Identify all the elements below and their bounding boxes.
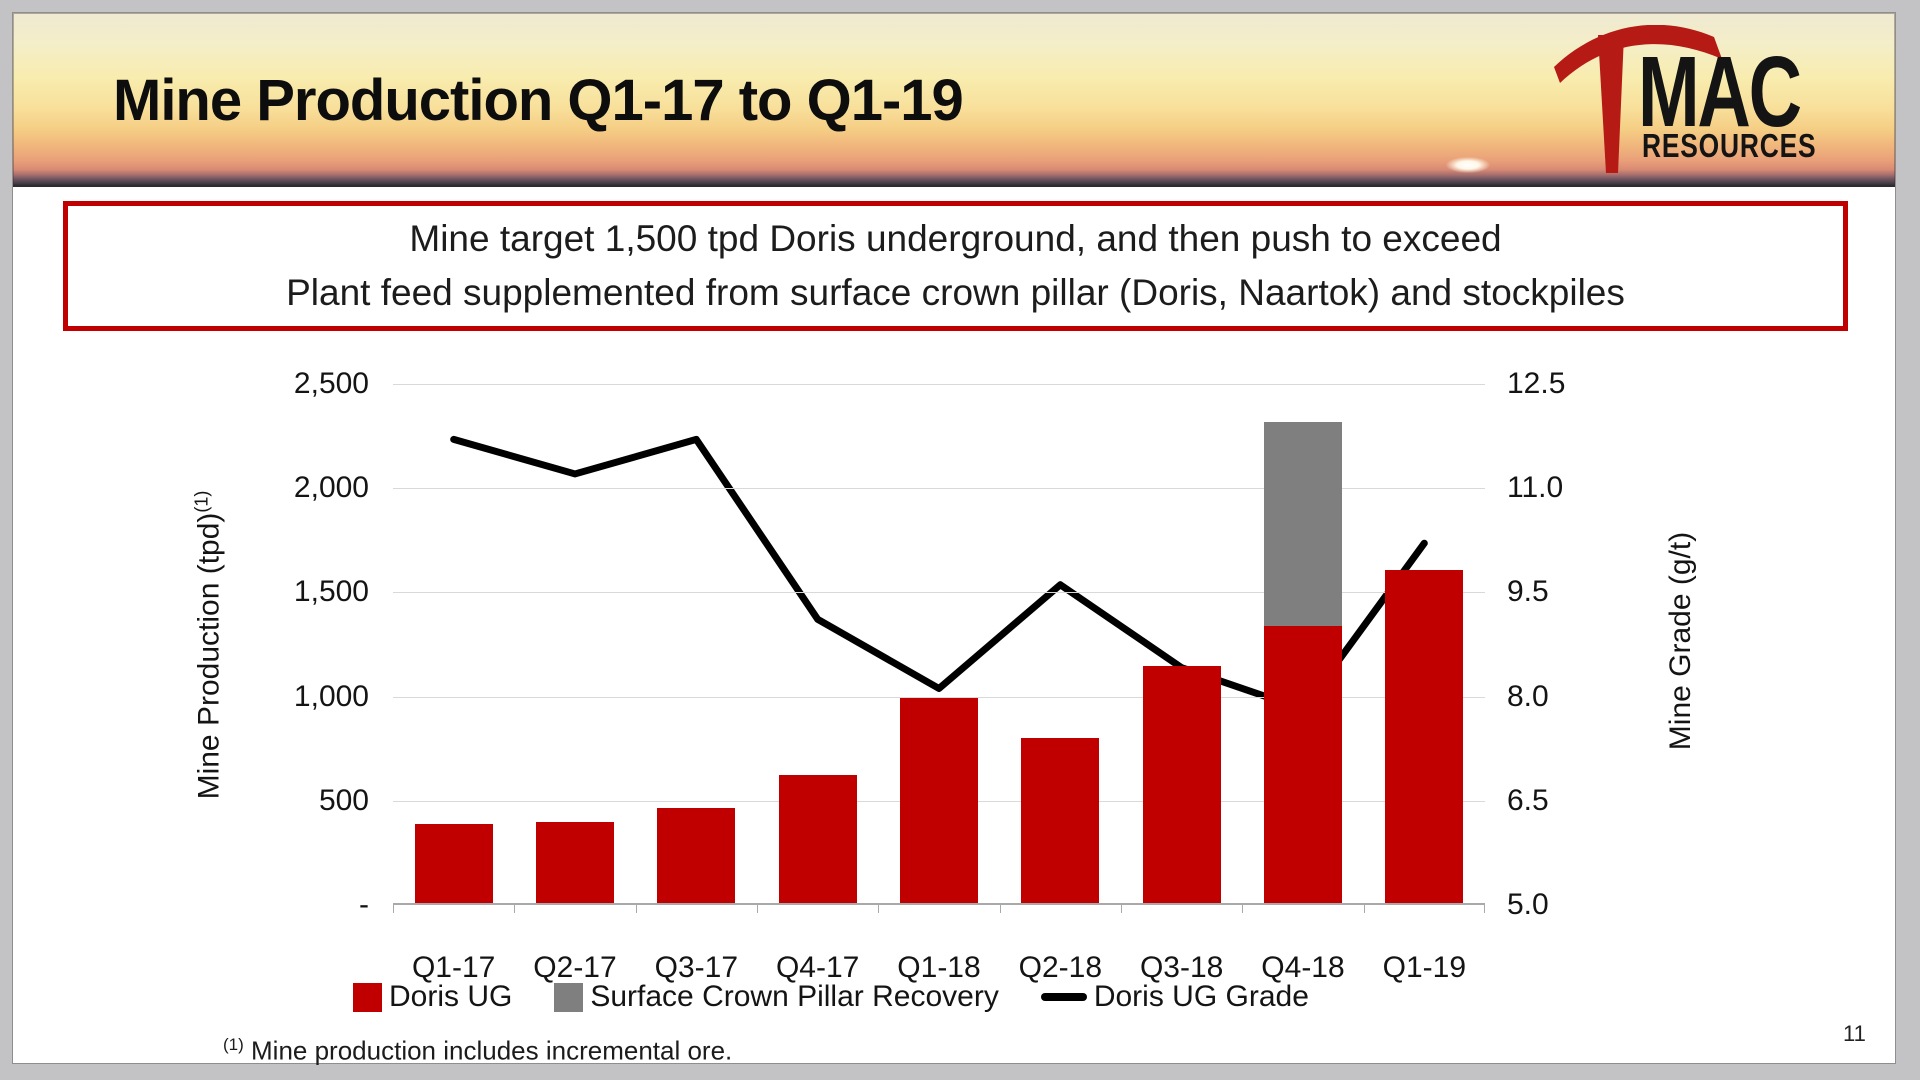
right-axis-tick-label: 12.5 bbox=[1507, 367, 1566, 400]
x-axis-tick bbox=[635, 905, 637, 913]
x-axis-label: Q3-17 bbox=[654, 951, 739, 984]
x-axis-tick bbox=[393, 905, 394, 913]
legend-label: Doris UG Grade bbox=[1093, 980, 1309, 1013]
x-axis-label: Q1-18 bbox=[897, 951, 981, 984]
x-axis-tick bbox=[999, 905, 1001, 913]
chart-legend: Doris UG Surface Crown Pillar Recovery Dor… bbox=[353, 979, 1309, 1015]
x-axis-tick bbox=[757, 905, 758, 913]
callout-box: Mine target 1,500 tpd Doris underground,… bbox=[63, 201, 1848, 331]
x-axis-tick bbox=[1363, 905, 1365, 913]
sunset-sun-glow-image bbox=[1446, 157, 1490, 173]
pickaxe-icon bbox=[1554, 25, 1722, 173]
bar-column bbox=[900, 697, 978, 903]
tmac-resources-logo: MAC RESOURCES bbox=[1544, 21, 1864, 181]
header-banner: Mine Production Q1-17 to Q1-19 MAC RESOU… bbox=[13, 13, 1895, 187]
x-axis-labels: Q1-17 Q2-17 Q3-17 Q4-17 Q1-18 Q2-18 Q3-18 Q4-18… bbox=[393, 951, 1485, 989]
legend-label: Doris UG bbox=[389, 980, 513, 1013]
x-axis-label: Q4-18 bbox=[1261, 951, 1345, 984]
bar-segment-doris-ug bbox=[1021, 738, 1100, 903]
gridline bbox=[393, 696, 1485, 698]
x-axis-tick bbox=[514, 905, 516, 913]
right-axis-title: Mine Grade (g/t) bbox=[1664, 532, 1698, 750]
legend-label: Surface Crown Pillar Recovery bbox=[590, 980, 999, 1013]
x-axis-label: Q2-18 bbox=[1018, 951, 1103, 984]
left-axis-tick-label: 1,000 bbox=[293, 679, 369, 713]
right-axis-tick-label: 9.5 bbox=[1507, 575, 1549, 609]
right-axis-title-text: Mine Grade (g/t) bbox=[1664, 531, 1697, 751]
bar-segment-doris-ug bbox=[778, 774, 857, 903]
left-axis-tick-label: 1,500 bbox=[293, 575, 369, 609]
left-axis-tick-label: 2,500 bbox=[293, 367, 369, 400]
page-title: Mine Production Q1-17 to Q1-19 bbox=[113, 68, 964, 133]
legend-item: Surface Crown Pillar Recovery bbox=[554, 980, 999, 1014]
legend-line-swatch-icon bbox=[1040, 993, 1087, 1001]
logo-text-resources: RESOURCES bbox=[1642, 127, 1817, 164]
bar-column bbox=[1142, 666, 1221, 903]
bar-column bbox=[1021, 738, 1100, 903]
x-axis-tick bbox=[878, 905, 880, 913]
bar-column bbox=[414, 823, 493, 903]
x-axis-tick bbox=[1121, 905, 1122, 913]
x-axis-label: Q3-18 bbox=[1139, 951, 1224, 984]
right-axis-tick-label: 8.0 bbox=[1507, 679, 1549, 713]
gridline bbox=[393, 592, 1485, 594]
page-number: 11 bbox=[1843, 1021, 1866, 1046]
bar-segment-doris-ug bbox=[414, 823, 493, 903]
gridline bbox=[393, 384, 1485, 385]
x-axis-label: Q4-17 bbox=[775, 951, 860, 984]
left-axis-tick-label: 500 bbox=[318, 783, 369, 817]
x-axis-label: Q2-17 bbox=[533, 951, 617, 984]
legend-color-swatch-icon bbox=[353, 982, 382, 1012]
left-axis-tick-label: - bbox=[359, 888, 369, 921]
left-axis-title-superscript: (1) bbox=[191, 490, 212, 513]
bar-segment-doris-ug bbox=[1385, 569, 1464, 903]
x-axis-tick bbox=[1242, 905, 1244, 913]
bar-segment-doris-ug bbox=[1264, 625, 1342, 903]
bar-segment-doris-ug bbox=[657, 808, 736, 903]
right-axis-tick-label: 5.0 bbox=[1507, 888, 1549, 921]
legend-item: Doris UG bbox=[353, 980, 512, 1014]
x-axis-label: Q1-17 bbox=[411, 951, 496, 984]
callout-line-1: Mine target 1,500 tpd Doris underground,… bbox=[409, 218, 1502, 259]
bar-segment-doris-ug bbox=[900, 697, 978, 903]
legend-color-swatch-icon bbox=[554, 982, 584, 1012]
left-axis-ticks: 2,500 2,000 1,500 1,000 500 - bbox=[229, 367, 369, 921]
bar-segment-doris-ug bbox=[1142, 666, 1221, 903]
left-axis-title: Mine Production (tpd)(1) bbox=[192, 491, 227, 800]
right-axis-ticks: 12.5 11.0 9.5 8.0 6.5 5.0 bbox=[1507, 367, 1627, 921]
footnote: (1) Mine production includes incremental… bbox=[223, 1035, 732, 1067]
x-axis-tick bbox=[1484, 905, 1485, 913]
x-axis-label: Q1-19 bbox=[1382, 951, 1467, 984]
footnote-text: Mine production includes incremental ore… bbox=[251, 1035, 733, 1066]
logo-text-mac: MAC bbox=[1638, 36, 1802, 148]
slide: Mine Production Q1-17 to Q1-19 MAC RESOU… bbox=[12, 12, 1896, 1067]
bar-column bbox=[778, 774, 857, 903]
bar-segment-doris-ug bbox=[536, 821, 614, 903]
legend-item: Doris UG Grade bbox=[1040, 980, 1309, 1014]
bar-column bbox=[536, 821, 614, 903]
right-axis-tick-label: 6.5 bbox=[1507, 783, 1549, 817]
grade-line-svg bbox=[450, 435, 1428, 713]
grade-line bbox=[450, 435, 1428, 713]
left-axis-title-text: Mine Production (tpd) bbox=[192, 512, 226, 800]
bar-column bbox=[1264, 421, 1342, 903]
plot-area bbox=[393, 384, 1485, 913]
callout-line-2: Plant feed supplemented from surface cro… bbox=[286, 272, 1625, 313]
right-axis-tick-label: 11.0 bbox=[1507, 471, 1564, 505]
bar-column bbox=[657, 808, 736, 903]
footnote-marker: (1) bbox=[223, 1035, 244, 1054]
gridline bbox=[393, 488, 1485, 490]
left-axis-tick-label: 2,000 bbox=[293, 471, 369, 505]
bar-column bbox=[1385, 569, 1464, 903]
bar-segment-surface-crown-pillar-recovery bbox=[1264, 421, 1342, 626]
